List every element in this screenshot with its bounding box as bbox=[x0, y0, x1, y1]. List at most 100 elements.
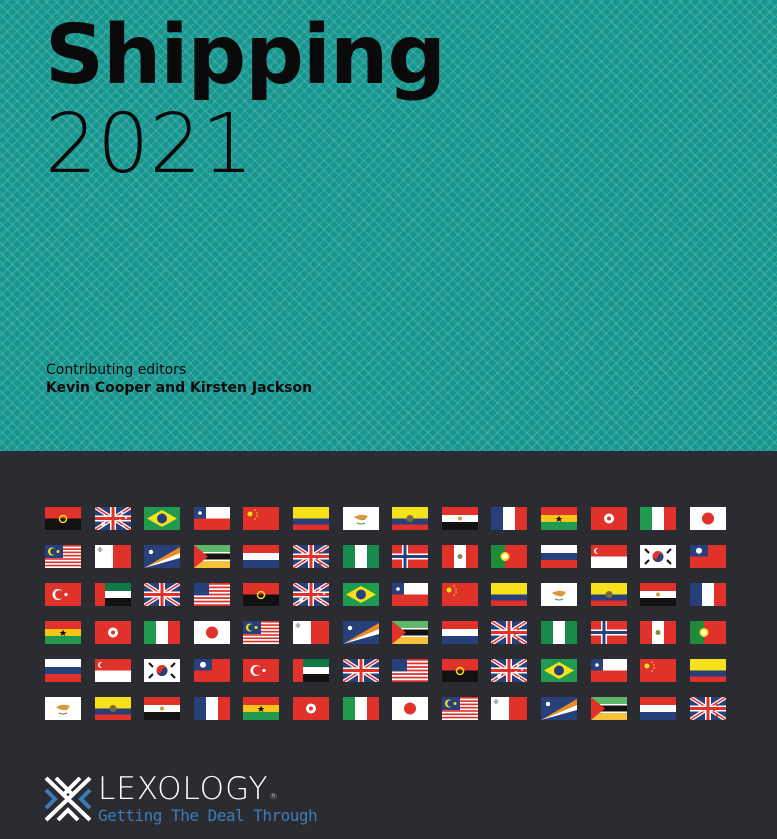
flag-brazil bbox=[541, 659, 577, 682]
flag-russia bbox=[541, 545, 577, 568]
flag-japan bbox=[193, 621, 230, 644]
flag-malaysia bbox=[243, 621, 280, 644]
malta-flag-icon bbox=[94, 545, 131, 568]
flag-taiwan bbox=[193, 659, 230, 682]
cyprus-flag-icon bbox=[342, 507, 379, 530]
flag-mozambique bbox=[590, 697, 627, 720]
flag-china bbox=[243, 507, 280, 530]
angola-flag-icon bbox=[441, 659, 478, 682]
flag-united-kingdom bbox=[144, 583, 181, 606]
flag-brazil bbox=[342, 583, 379, 606]
new-zealand-flag-icon bbox=[491, 621, 528, 644]
brazil-flag-icon bbox=[144, 507, 181, 530]
editors-label: Contributing editors bbox=[46, 362, 187, 378]
malaysia-flag-icon bbox=[243, 621, 280, 644]
egypt-flag-icon bbox=[441, 507, 478, 530]
flag-france bbox=[193, 697, 230, 720]
lexology-x-logo-icon bbox=[44, 776, 92, 822]
netherlands-flag-icon bbox=[441, 621, 478, 644]
malta-flag-icon bbox=[491, 697, 528, 720]
france-flag-icon bbox=[193, 697, 230, 720]
flag-mozambique bbox=[193, 545, 230, 568]
flag-hong-kong bbox=[94, 621, 131, 644]
chile-flag-icon bbox=[193, 507, 230, 530]
usa-flag-icon bbox=[392, 659, 429, 682]
colombia-flag-icon bbox=[293, 507, 329, 530]
flag-ghana bbox=[45, 621, 81, 644]
registered-mark: ® bbox=[269, 792, 279, 801]
france-flag-icon bbox=[689, 583, 726, 606]
chile-flag-icon bbox=[392, 583, 429, 606]
egypt-flag-icon bbox=[144, 697, 181, 720]
flag-netherlands bbox=[243, 545, 280, 568]
flag-uae bbox=[293, 659, 329, 682]
russia-flag-icon bbox=[45, 659, 81, 682]
flag-egypt bbox=[640, 583, 677, 606]
flag-norway bbox=[392, 545, 429, 568]
flag-nigeria bbox=[541, 621, 577, 644]
flag-hong-kong bbox=[590, 507, 627, 530]
australia-flag-icon bbox=[293, 583, 329, 606]
hong-kong-flag-icon bbox=[94, 621, 131, 644]
flag-malaysia bbox=[45, 545, 81, 568]
flag-singapore bbox=[590, 545, 627, 568]
flag-netherlands bbox=[441, 621, 478, 644]
flag-chile bbox=[392, 583, 429, 606]
australia-flag-icon bbox=[94, 507, 131, 530]
flag-norway bbox=[590, 621, 627, 644]
flag-ecuador bbox=[392, 507, 429, 530]
flag-south-korea bbox=[144, 659, 181, 682]
peru-flag-icon bbox=[441, 545, 478, 568]
italy-flag-icon bbox=[342, 697, 379, 720]
hong-kong-flag-icon bbox=[590, 507, 627, 530]
flag-marshall-islands bbox=[541, 697, 577, 720]
flag-angola bbox=[243, 583, 280, 606]
brand-name: LEXOLOGY® bbox=[98, 774, 279, 805]
flag-angola bbox=[45, 507, 81, 530]
flag-japan bbox=[392, 697, 429, 720]
france-flag-icon bbox=[491, 507, 528, 530]
editors-names: Kevin Cooper and Kirsten Jackson bbox=[46, 380, 313, 396]
malta-flag-icon bbox=[293, 621, 329, 644]
norway-flag-icon bbox=[590, 621, 627, 644]
flag-italy bbox=[640, 507, 677, 530]
brand-text: LEXOLOGY bbox=[98, 771, 269, 807]
japan-flag-icon bbox=[392, 697, 429, 720]
flag-turkey bbox=[243, 659, 280, 682]
flag-taiwan bbox=[689, 545, 726, 568]
flag-turkey bbox=[45, 583, 81, 606]
united-kingdom-flag-icon bbox=[144, 583, 181, 606]
flag-marshall-islands bbox=[342, 621, 379, 644]
united-kingdom-flag-icon bbox=[342, 659, 379, 682]
turkey-flag-icon bbox=[45, 583, 81, 606]
flag-colombia bbox=[689, 659, 726, 682]
singapore-flag-icon bbox=[94, 659, 131, 682]
flag-united-kingdom bbox=[342, 659, 379, 682]
flag-australia bbox=[491, 659, 528, 682]
flag-china bbox=[640, 659, 677, 682]
brazil-flag-icon bbox=[342, 583, 379, 606]
flag-ecuador bbox=[94, 697, 131, 720]
flag-ghana bbox=[541, 507, 577, 530]
flag-new-zealand bbox=[491, 621, 528, 644]
hong-kong-flag-icon bbox=[293, 697, 329, 720]
taiwan-flag-icon bbox=[689, 545, 726, 568]
flag-usa bbox=[193, 583, 230, 606]
ecuador-flag-icon bbox=[94, 697, 131, 720]
flag-russia bbox=[45, 659, 81, 682]
flag-cyprus bbox=[541, 583, 577, 606]
new-zealand-flag-icon bbox=[293, 545, 329, 568]
flag-chile bbox=[590, 659, 627, 682]
ghana-flag-icon bbox=[541, 507, 577, 530]
italy-flag-icon bbox=[640, 507, 677, 530]
new-zealand-flag-icon bbox=[689, 697, 726, 720]
angola-flag-icon bbox=[45, 507, 81, 530]
italy-flag-icon bbox=[144, 621, 181, 644]
flag-france bbox=[491, 507, 528, 530]
brand-tagline: Getting The Deal Through bbox=[98, 806, 318, 825]
flag-netherlands bbox=[640, 697, 677, 720]
marshall-islands-flag-icon bbox=[144, 545, 181, 568]
portugal-flag-icon bbox=[689, 621, 726, 644]
australia-flag-icon bbox=[491, 659, 528, 682]
flag-colombia bbox=[491, 583, 528, 606]
